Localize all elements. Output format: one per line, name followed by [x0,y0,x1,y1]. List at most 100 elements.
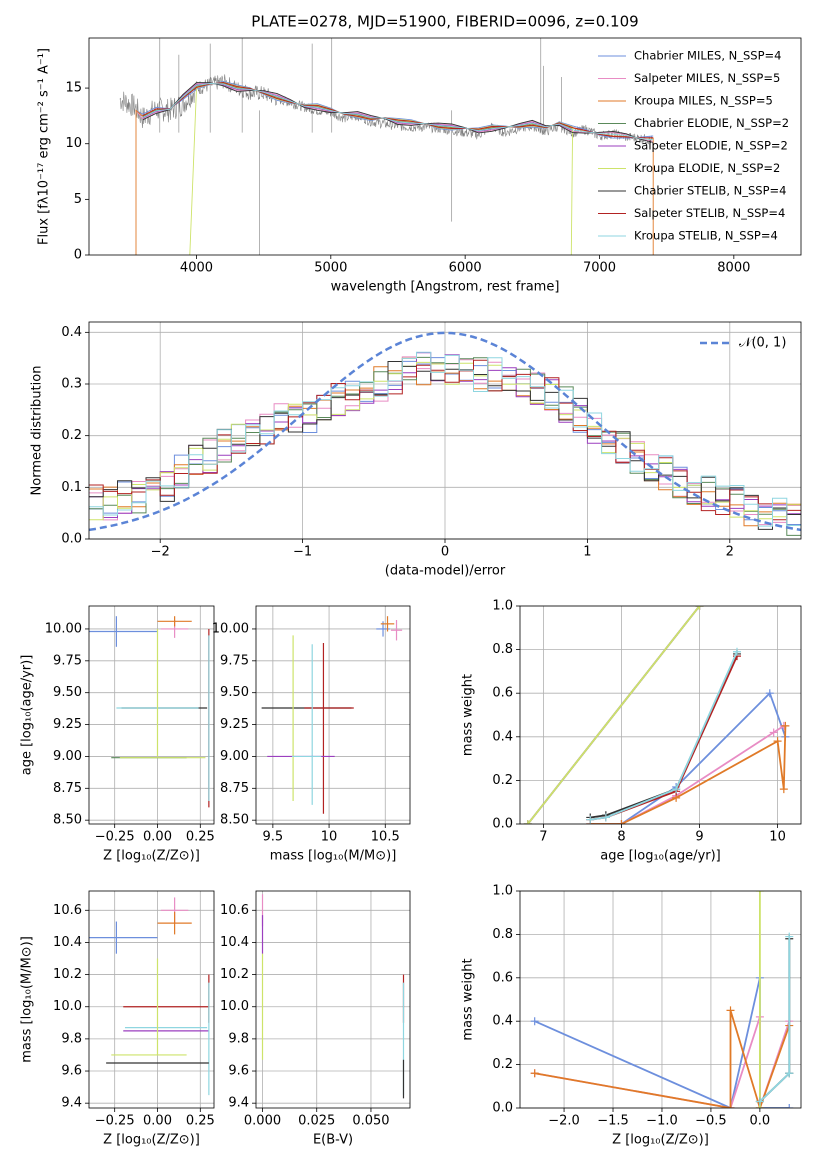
data-point-marker [601,813,610,822]
data-point-marker [617,820,626,824]
x-axis-label: Z [log₁₀(Z/Z⊙)] [103,1133,200,1148]
data-point-marker [586,815,595,824]
legend-label: 𝒩(0, 1) [739,336,786,351]
data-point-marker [672,785,681,794]
x-tick-label: −1.5 [597,1114,629,1129]
errorbar-plot [261,894,405,1099]
y-tick-label: 0.4 [492,729,513,744]
y-tick-label: 9.4 [61,1096,82,1111]
y-tick-label: 0.8 [492,642,513,657]
legend-label: Kroupa ELODIE, N_SSP=2 [634,161,780,175]
errorbar-plot [89,616,210,808]
y-axis-label: mass weight [461,958,476,1040]
y-axis-label: mass [log₁₀(M/M⊙)] [20,936,35,1063]
line-plot [523,606,790,824]
y-tick-label: 9.50 [53,685,82,700]
x-tick-label: 0.00 [143,830,172,845]
x-tick-label: 2 [726,545,734,560]
y-tick-label: 10.4 [220,935,249,950]
series-line [590,653,738,819]
y-tick-label: 15 [65,81,82,96]
data-point-marker [530,1069,539,1078]
histogram-step [89,351,801,527]
legend-label: Chabrier STELIB, N_SSP=4 [634,184,786,198]
x-axis-label: Z [log₁₀(Z/Z⊙)] [103,849,200,864]
legend-label: Chabrier ELODIE, N_SSP=2 [634,116,789,130]
x-tick-label: 0.00 [143,1114,172,1129]
series-line [759,936,791,1103]
data-point-marker [765,689,774,698]
line-plot [530,891,794,1108]
gaussian-curve [89,331,801,532]
x-tick-label: −1.0 [646,1114,678,1129]
y-tick-label: 0.3 [61,377,82,392]
y-tick-label: 0.6 [492,686,513,701]
x-tick-label: 10 [321,830,338,845]
y-tick-label: 9.00 [53,749,82,764]
y-tick-label: 10.2 [220,967,249,982]
series-line [590,725,787,824]
x-tick-label: 8000 [717,261,750,276]
x-tick-label: −0.5 [695,1114,727,1129]
y-tick-label: 0.0 [492,817,513,832]
axes-frame [88,37,802,256]
x-axis-label: mass [log₁₀(M/M⊙)] [270,849,397,864]
y-tick-label: 0.2 [61,428,82,443]
y-tick-label: 10.4 [53,935,82,950]
x-tick-label: 7000 [583,261,616,276]
data-point-marker [773,737,782,746]
data-point-marker [785,1104,794,1108]
y-tick-label: 10.6 [53,903,82,918]
axes-frame [88,605,215,825]
y-tick-label: 0 [74,248,82,263]
x-tick-label: −0.25 [95,1114,135,1129]
model-fit-line [142,82,654,143]
y-tick-label: 9.8 [228,1031,249,1046]
y-tick-label: 10.00 [212,621,249,636]
legend-label: Salpeter ELODIE, N_SSP=2 [634,139,788,153]
y-tick-label: 10 [65,136,82,151]
chart-title: PLATE=0278, MJD=51900, FIBERID=0096, z=0… [251,13,638,31]
histogram-plot [89,331,801,536]
x-tick-label: 7 [539,830,547,845]
y-tick-label: 9.50 [220,685,249,700]
y-tick-label: 0.2 [492,773,513,788]
y-tick-label: 5 [74,192,82,207]
data-point-marker [523,820,532,824]
y-tick-label: 9.75 [53,653,82,668]
y-tick-label: 1.0 [492,599,513,614]
x-axis-label: age [log₁₀(age/yr)] [600,849,721,864]
y-tick-label: 10.0 [220,999,249,1014]
y-tick-label: 9.6 [61,1064,82,1079]
x-axis-label: (data-model)/error [385,564,506,579]
x-tick-label: 6000 [449,261,482,276]
axes-frame [255,605,411,825]
model-fit-line [142,82,654,139]
data-point-marker [785,1069,794,1078]
y-tick-label: 10.00 [45,621,82,636]
y-tick-label: 8.50 [220,813,249,828]
axes-frame [88,890,215,1109]
data-point-marker [755,1097,764,1106]
y-tick-label: 0.2 [492,1057,513,1072]
legend-label: Kroupa MILES, N_SSP=5 [634,94,773,108]
y-tick-label: 9.8 [61,1031,82,1046]
y-tick-label: 10.6 [220,903,249,918]
errorbar-plot [89,897,210,1096]
x-tick-label: 0.25 [186,830,215,845]
y-tick-label: 9.4 [228,1096,249,1111]
axes-frame [519,890,802,1109]
y-tick-label: 8.75 [53,781,82,796]
x-tick-label: 0.0 [750,1114,771,1129]
y-tick-label: 9.00 [220,749,249,764]
data-point-marker [726,1104,735,1108]
axes-frame [255,890,411,1109]
data-point-marker [695,606,704,610]
x-tick-label: 9.5 [263,830,284,845]
errorbar-plot [261,616,403,814]
y-tick-label: 9.25 [220,717,249,732]
y-axis-label: Flux [fλ10⁻¹⁷ erg cm⁻² s⁻¹ A⁻¹] [37,48,52,245]
x-tick-label: 0 [441,545,449,560]
x-tick-label: 0.000 [244,1114,281,1129]
